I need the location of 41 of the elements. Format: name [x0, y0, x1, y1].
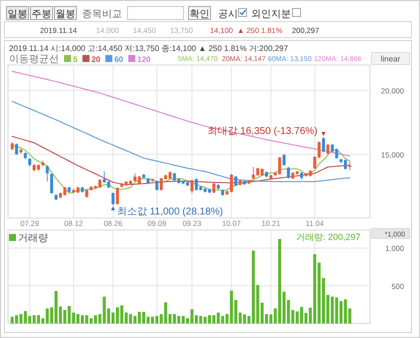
bar: [221, 316, 224, 324]
legend-label: 거래량: [18, 233, 48, 244]
bar: [216, 312, 220, 324]
text: 월봉: [56, 9, 76, 20]
bar: [85, 315, 88, 324]
bar: [164, 302, 168, 324]
bar: [335, 297, 338, 324]
text: linear: [380, 54, 401, 64]
text: 2019.11.14 시:14,000 고:14,450 저:13,750 종:14,100 ▲ 250 1.81% 거:200,297: [9, 44, 289, 53]
bar: [177, 316, 180, 324]
text: 주봉: [32, 9, 52, 20]
bar: [182, 316, 185, 324]
bar: [80, 315, 84, 324]
legend-title: 이동평균선: [9, 54, 59, 65]
bar: [330, 296, 334, 324]
text: 일봉: [8, 9, 28, 20]
bar: [68, 306, 71, 324]
bar: [102, 296, 106, 324]
legend-label: 60: [114, 55, 124, 64]
bar: [252, 250, 255, 324]
annotation: 최대값 16,350 (-13.76%): [207, 126, 318, 138]
legend-label: 120: [137, 55, 152, 64]
bar: [10, 316, 14, 324]
annotation: 최소값 11,000 (28.18%): [117, 206, 224, 218]
text: 확인: [190, 9, 210, 20]
text: 외인지분: [251, 9, 291, 20]
legend-label: 20: [91, 55, 101, 64]
bar: [313, 254, 316, 324]
annotation: 거래량: 200,297: [296, 232, 361, 242]
bar: [138, 312, 141, 324]
bar: [142, 312, 146, 324]
text: 공시: [218, 9, 238, 20]
bar: [120, 305, 124, 324]
bar: [24, 311, 27, 324]
bar: [46, 308, 49, 324]
bar: [199, 316, 202, 324]
text: 종목비교: [82, 9, 122, 20]
legend-label: 5: [73, 55, 78, 64]
bar: [296, 311, 299, 324]
bar: [278, 238, 282, 324]
bar: [63, 310, 66, 324]
